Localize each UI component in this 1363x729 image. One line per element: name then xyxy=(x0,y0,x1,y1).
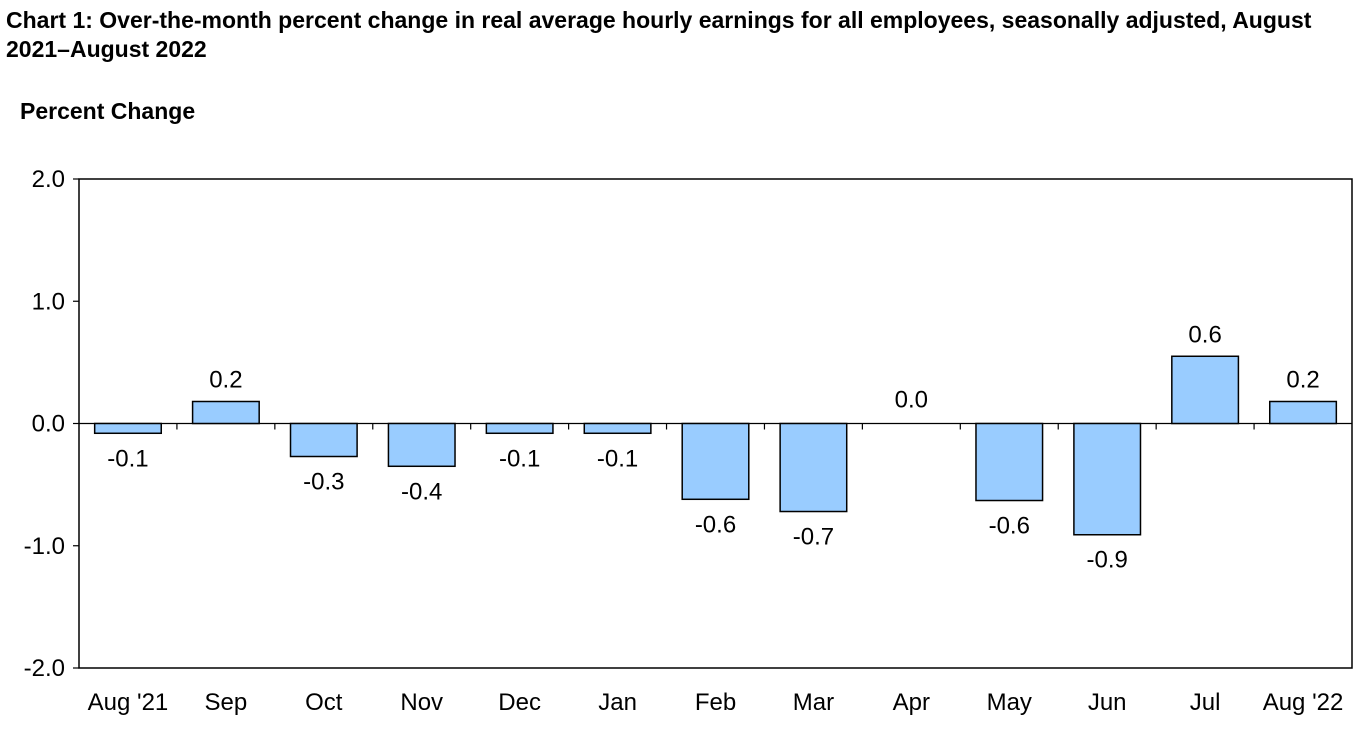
x-tick-label: Nov xyxy=(400,689,443,716)
x-tick-label: May xyxy=(987,689,1032,716)
bar xyxy=(485,422,554,435)
bar-value-label: 0.0 xyxy=(895,387,928,414)
x-axis: Aug '21 Sep Oct Nov Dec Jan Feb Mar Apr May Jun Jul… xyxy=(88,689,1344,716)
bar xyxy=(1171,355,1240,425)
bar xyxy=(1073,422,1142,536)
x-tick-label: Aug '22 xyxy=(1263,689,1344,716)
y-tick-label: 1.0 xyxy=(32,288,65,315)
data-labels: -0.1 0.2 -0.3 -0.4 -0.1 -0.1 -0.6 -0.7 0.0 -0.6 -0… xyxy=(107,321,1319,573)
bar-value-label: -0.1 xyxy=(499,445,540,472)
bar xyxy=(583,422,652,435)
bar-value-label: -0.1 xyxy=(107,445,148,472)
bar-value-label: 0.2 xyxy=(209,366,242,393)
bar-value-label: -0.7 xyxy=(793,524,834,551)
y-axis-title: Percent Change xyxy=(20,98,196,124)
bar xyxy=(975,422,1044,502)
bar-value-label: -0.3 xyxy=(303,469,344,496)
bars xyxy=(93,355,1338,536)
x-tick-label: Apr xyxy=(893,689,930,716)
chart-title: Chart 1: Over-the-month percent change i… xyxy=(6,7,1312,62)
bar xyxy=(681,422,750,501)
y-tick-label: -1.0 xyxy=(24,533,65,560)
bar-value-label: -0.6 xyxy=(989,513,1030,540)
x-tick-label: Feb xyxy=(695,689,736,716)
x-tick-label: Dec xyxy=(498,689,541,716)
bar xyxy=(387,422,456,468)
x-tick-label: Jul xyxy=(1190,689,1221,716)
bar xyxy=(779,422,848,513)
y-tick-label: -2.0 xyxy=(24,655,65,682)
bar-value-label: 0.2 xyxy=(1286,366,1319,393)
bar xyxy=(289,422,358,458)
x-tick-label: Jan xyxy=(598,689,637,716)
y-tick-label: 0.0 xyxy=(32,411,65,438)
bar-value-label: -0.6 xyxy=(695,511,736,538)
bar xyxy=(93,422,163,435)
bar-value-label: -0.4 xyxy=(401,478,442,505)
x-tick-label: Mar xyxy=(793,689,834,716)
y-axis: 2.0 1.0 0.0 -1.0 -2.0 xyxy=(24,166,79,682)
x-tick-label: Aug '21 xyxy=(88,689,169,716)
bar xyxy=(191,400,260,425)
x-tick-label: Oct xyxy=(305,689,343,716)
bar-value-label: -0.9 xyxy=(1087,547,1128,574)
y-tick-label: 2.0 xyxy=(32,166,65,193)
x-tick-label: Sep xyxy=(205,689,248,716)
bar-value-label: 0.6 xyxy=(1188,321,1221,348)
bar-value-label: -0.1 xyxy=(597,445,638,472)
x-tick-label: Jun xyxy=(1088,689,1127,716)
bar xyxy=(1268,400,1338,425)
